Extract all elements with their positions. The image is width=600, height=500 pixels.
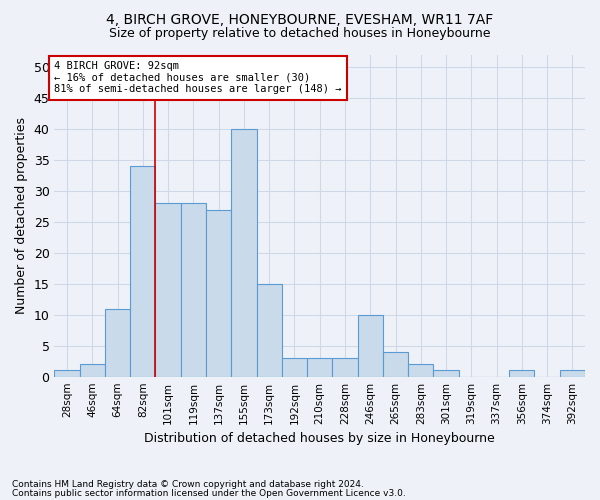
Bar <box>206 210 231 376</box>
Bar <box>80 364 105 376</box>
Bar <box>257 284 282 376</box>
Bar <box>383 352 408 376</box>
Text: Size of property relative to detached houses in Honeybourne: Size of property relative to detached ho… <box>109 28 491 40</box>
Text: Contains HM Land Registry data © Crown copyright and database right 2024.: Contains HM Land Registry data © Crown c… <box>12 480 364 489</box>
Bar <box>358 315 383 376</box>
X-axis label: Distribution of detached houses by size in Honeybourne: Distribution of detached houses by size … <box>145 432 495 445</box>
Bar <box>155 204 181 376</box>
Bar <box>560 370 585 376</box>
Y-axis label: Number of detached properties: Number of detached properties <box>15 118 28 314</box>
Bar <box>55 370 80 376</box>
Bar <box>408 364 433 376</box>
Bar <box>282 358 307 376</box>
Bar <box>130 166 155 376</box>
Bar <box>181 204 206 376</box>
Text: Contains public sector information licensed under the Open Government Licence v3: Contains public sector information licen… <box>12 488 406 498</box>
Bar <box>307 358 332 376</box>
Bar <box>509 370 535 376</box>
Bar <box>105 308 130 376</box>
Text: 4, BIRCH GROVE, HONEYBOURNE, EVESHAM, WR11 7AF: 4, BIRCH GROVE, HONEYBOURNE, EVESHAM, WR… <box>106 12 494 26</box>
Text: 4 BIRCH GROVE: 92sqm
← 16% of detached houses are smaller (30)
81% of semi-detac: 4 BIRCH GROVE: 92sqm ← 16% of detached h… <box>55 61 342 94</box>
Bar <box>332 358 358 376</box>
Bar <box>433 370 458 376</box>
Bar <box>231 129 257 376</box>
